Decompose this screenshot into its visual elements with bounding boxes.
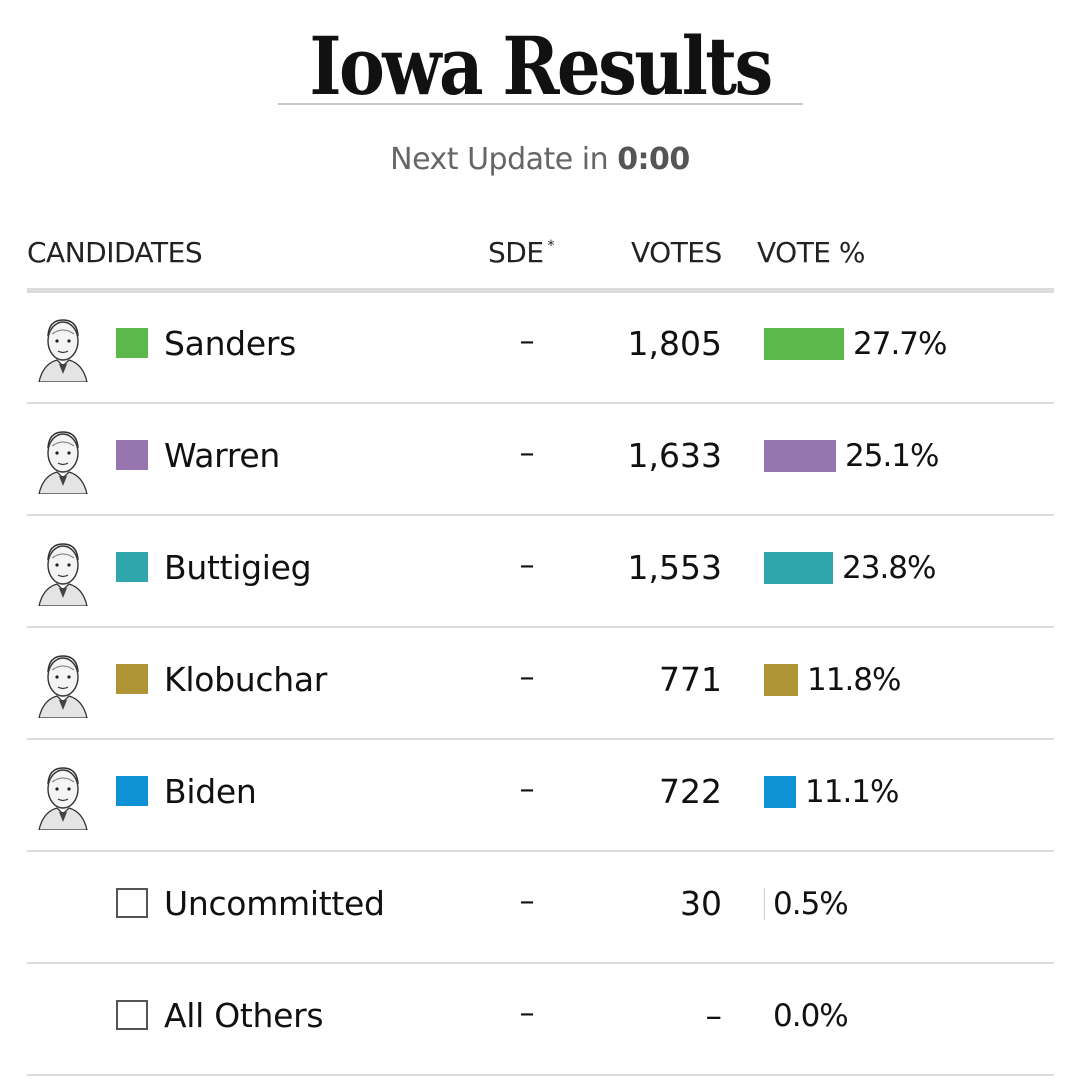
column-header-candidates: CANDIDATES (27, 236, 203, 269)
candidate-portrait-biden (35, 762, 91, 831)
row-divider (27, 962, 1054, 964)
vote-pct-label: 23.8% (842, 550, 936, 586)
candidate-portrait-sanders (35, 314, 91, 383)
candidate-portrait-warren (35, 426, 91, 495)
sde-value: – (519, 324, 535, 359)
color-swatch-klobuchar (116, 664, 148, 694)
votes-value: 1,553 (627, 548, 722, 587)
table-row: Buttigieg – 1,553 23.8% (27, 516, 1054, 628)
header-divider (27, 288, 1054, 293)
vote-pct-label: 11.8% (807, 662, 901, 698)
votes-value: 1,633 (627, 436, 722, 475)
color-swatch-sanders (116, 328, 148, 358)
row-divider (27, 1074, 1054, 1076)
votes-value: 722 (659, 772, 722, 811)
sde-value: – (519, 996, 535, 1031)
sde-footnote-marker: * (547, 238, 555, 254)
column-header-votes: VOTES (631, 236, 722, 269)
candidate-portrait-buttigieg (35, 538, 91, 607)
vote-pct-label: 27.7% (853, 326, 947, 362)
vote-bar-warren (764, 440, 836, 472)
next-update-time: 0:00 (617, 142, 690, 177)
table-row: Sanders – 1,805 27.7% (27, 292, 1054, 404)
sde-value: – (519, 436, 535, 471)
candidate-name: Biden (164, 772, 257, 811)
color-swatch-warren (116, 440, 148, 470)
candidate-name: Buttigieg (164, 548, 312, 587)
candidate-name: Sanders (164, 324, 296, 363)
color-swatch-buttigieg (116, 552, 148, 582)
next-update-text: Next Update in 0:00 (0, 142, 1080, 177)
sde-value: – (519, 772, 535, 807)
vote-bar-biden (764, 776, 796, 808)
vote-pct-label: 0.0% (773, 998, 849, 1034)
table-row: Uncommitted – 30 0.5% (27, 852, 1054, 964)
votes-value: 771 (659, 660, 722, 699)
row-divider (27, 626, 1054, 628)
column-header-sde: SDE * (488, 236, 554, 269)
color-swatch-uncommitted (116, 888, 148, 918)
candidate-name: Warren (164, 436, 280, 475)
row-divider (27, 738, 1054, 740)
row-divider (27, 402, 1054, 404)
vote-bar-buttigieg (764, 552, 833, 584)
page-title: Iowa Results (309, 19, 773, 113)
vote-bar-uncommitted (764, 888, 765, 920)
candidate-name: Uncommitted (164, 884, 385, 923)
color-swatch-all-others (116, 1000, 148, 1030)
column-header-vote-pct: VOTE % (757, 236, 866, 269)
color-swatch-biden (116, 776, 148, 806)
candidate-portrait-klobuchar (35, 650, 91, 719)
sde-value: – (519, 660, 535, 695)
title-underline (278, 103, 803, 105)
vote-pct-label: 25.1% (845, 438, 939, 474)
vote-bar-sanders (764, 328, 844, 360)
column-header-sde-label: SDE (488, 236, 544, 269)
table-row: Biden – 722 11.1% (27, 740, 1054, 852)
candidate-name: All Others (164, 996, 324, 1035)
votes-value: 30 (680, 884, 722, 923)
candidate-name: Klobuchar (164, 660, 328, 699)
table-row: Klobuchar – 771 11.8% (27, 628, 1054, 740)
table-row: All Others – – 0.0% (27, 964, 1054, 1076)
vote-pct-label: 0.5% (773, 886, 849, 922)
row-divider (27, 850, 1054, 852)
next-update-label: Next Update in (390, 142, 609, 177)
votes-value: – (705, 996, 723, 1035)
row-divider (27, 514, 1054, 516)
votes-value: 1,805 (627, 324, 722, 363)
vote-pct-label: 11.1% (805, 774, 899, 810)
vote-bar-klobuchar (764, 664, 798, 696)
table-row: Warren – 1,633 25.1% (27, 404, 1054, 516)
sde-value: – (519, 548, 535, 583)
sde-value: – (519, 884, 535, 919)
